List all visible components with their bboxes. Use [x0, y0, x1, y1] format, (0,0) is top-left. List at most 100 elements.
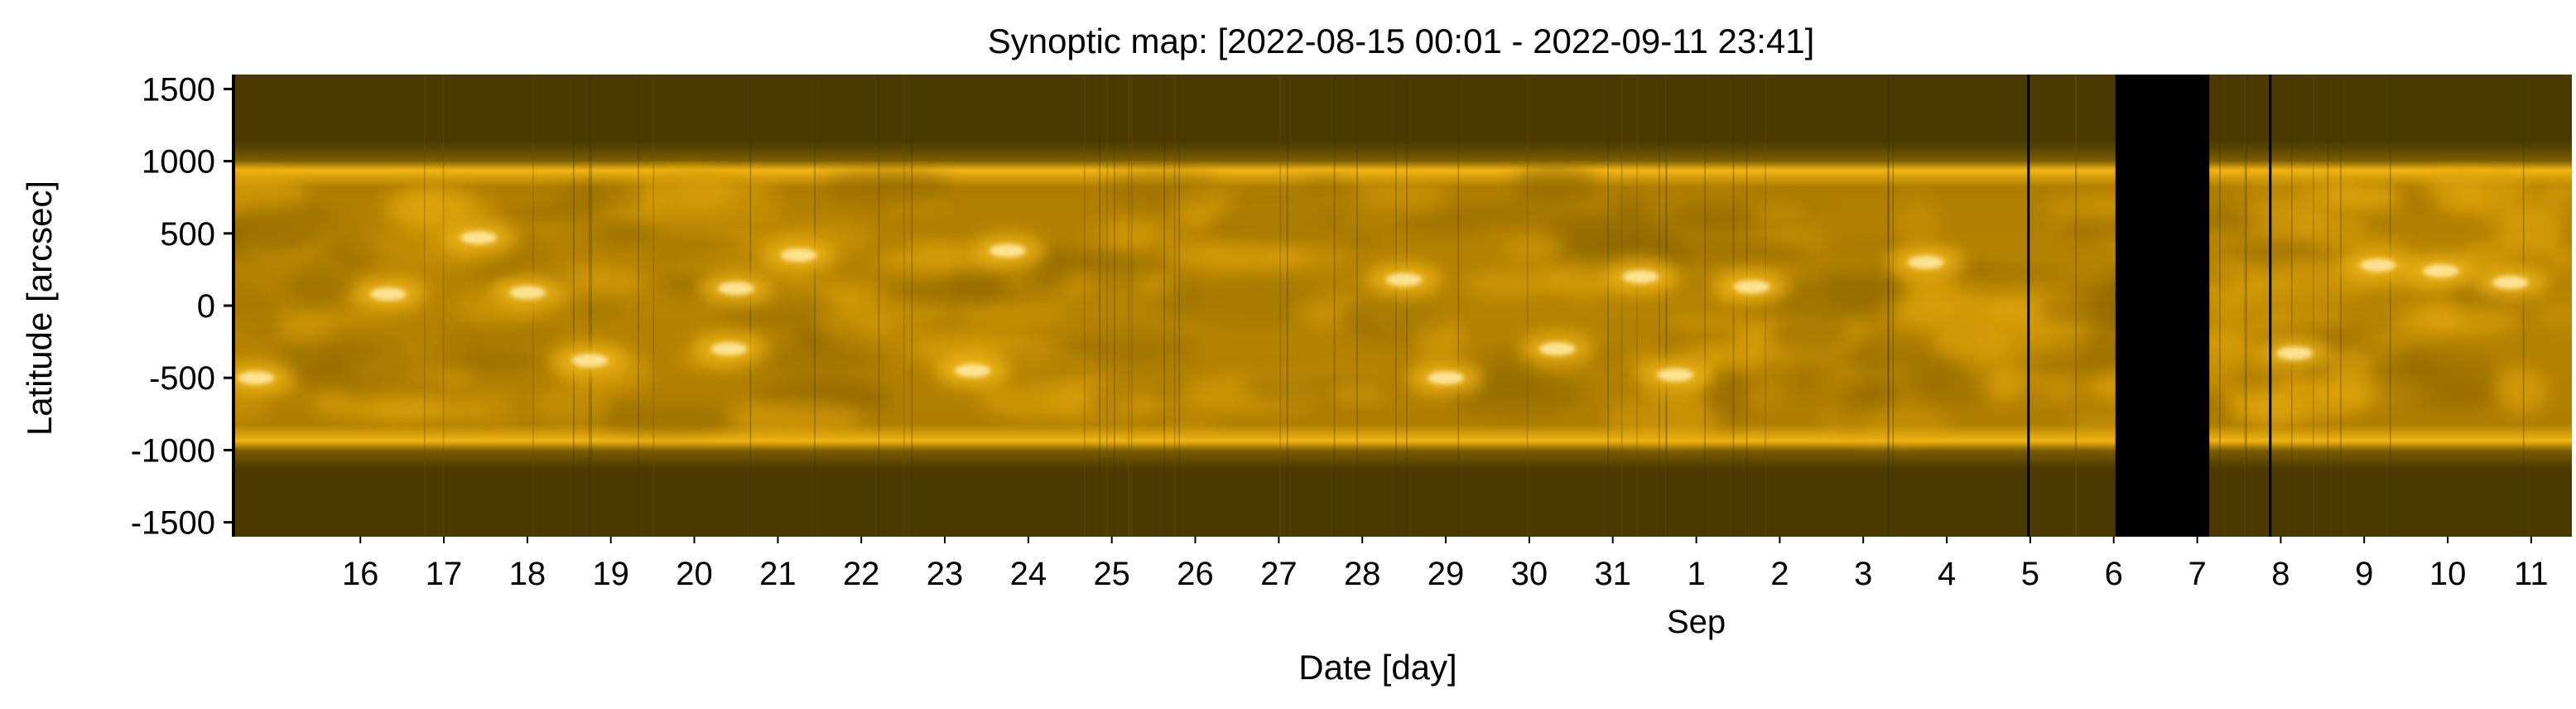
- texture-blob: [469, 390, 518, 426]
- texture-blob: [1300, 176, 1348, 191]
- texture-blob: [1893, 199, 1941, 244]
- x-tick-label: 6: [2105, 556, 2123, 592]
- y-tick-label: -500: [149, 360, 215, 397]
- texture-blob: [1850, 337, 1890, 376]
- texture-blob: [1820, 263, 1908, 310]
- x-tick-label: 28: [1344, 556, 1381, 592]
- texture-blob: [1263, 247, 1352, 268]
- texture-blob: [1880, 290, 1987, 326]
- bright-region-core: [1538, 342, 1576, 356]
- x-tick-label: 11: [2514, 556, 2549, 592]
- texture-blob: [235, 399, 269, 417]
- bright-region-core: [1428, 371, 1464, 385]
- texture-blob: [235, 285, 267, 322]
- texture-blob: [2209, 303, 2243, 326]
- texture-blob: [2196, 210, 2264, 232]
- texture-blob: [1206, 202, 1344, 242]
- texture-blob: [2079, 364, 2116, 379]
- texture-blob: [1338, 297, 1455, 335]
- x-tick-label: 29: [1428, 556, 1465, 592]
- x-tick-label: 23: [927, 556, 964, 592]
- plot-area: [235, 75, 2572, 537]
- texture-blob: [1051, 387, 1158, 423]
- texture-blob: [1665, 316, 1750, 328]
- texture-blob: [2494, 367, 2548, 412]
- texture-blob: [1443, 205, 1545, 224]
- x-tick-label: 16: [342, 556, 379, 592]
- x-tick-label: 27: [1260, 556, 1298, 592]
- texture-blob: [2038, 378, 2082, 399]
- texture-blob: [271, 339, 421, 386]
- texture-blob: [2239, 172, 2360, 208]
- texture-blob: [2238, 297, 2290, 330]
- x-tick-label: 26: [1177, 556, 1214, 592]
- texture-blob: [601, 404, 738, 436]
- texture-blob: [787, 336, 832, 351]
- texture-blob: [1079, 332, 1197, 366]
- texture-blob: [2538, 301, 2572, 330]
- x-tick-label: 30: [1511, 556, 1548, 592]
- texture-blob: [235, 215, 330, 255]
- x-tick-label: 8: [2271, 556, 2290, 592]
- texture-blob: [2307, 237, 2411, 249]
- texture-blob: [747, 349, 884, 374]
- texture-blob: [1553, 259, 1611, 300]
- texture-blob: [1607, 397, 1730, 442]
- texture-blob: [1014, 273, 1068, 292]
- texture-blob: [723, 400, 864, 436]
- bright-region-core: [571, 354, 609, 368]
- bright-region-core: [1907, 255, 1944, 269]
- texture-blob: [511, 206, 592, 219]
- texture-blob: [1787, 363, 1821, 400]
- x-tick-label: 10: [2429, 556, 2467, 592]
- texture-blob: [2434, 172, 2483, 214]
- x-tick-label: 7: [2188, 556, 2206, 592]
- x-tick-label: 4: [1938, 556, 1956, 592]
- x-tick-label: 20: [676, 556, 713, 592]
- texture-blob: [570, 290, 625, 320]
- bright-region-core: [460, 231, 497, 244]
- texture-blob: [412, 347, 541, 374]
- bright-region-core: [508, 286, 546, 300]
- texture-blob: [1702, 367, 1752, 412]
- bright-region-core: [1622, 270, 1659, 284]
- texture-blob: [273, 319, 335, 339]
- texture-blob: [2470, 195, 2572, 227]
- texture-blob: [1086, 219, 1186, 249]
- bright-region-core: [2422, 264, 2459, 278]
- x-tick-label: 5: [2021, 556, 2039, 592]
- bright-region-core: [2492, 276, 2529, 290]
- texture-blob: [1501, 237, 1572, 261]
- texture-blob: [1059, 255, 1139, 266]
- bright-region-core: [1385, 273, 1423, 287]
- texture-blob: [597, 226, 654, 244]
- texture-blob: [823, 168, 951, 205]
- x-tick-label: 19: [592, 556, 629, 592]
- y-tick-label: -1000: [131, 432, 215, 469]
- data-gap-block: [2115, 75, 2210, 537]
- texture-blob: [812, 308, 895, 344]
- texture-blob: [2228, 367, 2286, 398]
- x-tick-label: 31: [1594, 556, 1631, 592]
- y-axis-label: Latitude [arcsec]: [20, 181, 59, 436]
- texture-blob: [1187, 279, 1331, 326]
- bright-region-core: [1733, 280, 1770, 294]
- y-ticks: 1500 1000 500 0 -500 -1000 -1500: [131, 71, 234, 542]
- texture-blob: [1669, 203, 1756, 235]
- texture-blob: [364, 399, 489, 420]
- x-tick-label: 18: [509, 556, 546, 592]
- bright-region-core: [780, 248, 817, 262]
- bright-region-core: [989, 244, 1026, 258]
- bright-regions: [235, 221, 2549, 395]
- texture-blob: [2324, 346, 2374, 388]
- x-tick-label: 3: [1854, 556, 1872, 592]
- texture-blob: [1932, 321, 2010, 360]
- x-tick-label: 24: [1010, 556, 1047, 592]
- texture-blob: [1512, 162, 1596, 206]
- chart-title: Synoptic map: [2022-08-15 00:01 - 2022-0…: [988, 22, 1815, 60]
- texture-blob: [391, 185, 474, 229]
- month-label: Sep: [1667, 604, 1726, 640]
- texture-blob: [552, 185, 642, 209]
